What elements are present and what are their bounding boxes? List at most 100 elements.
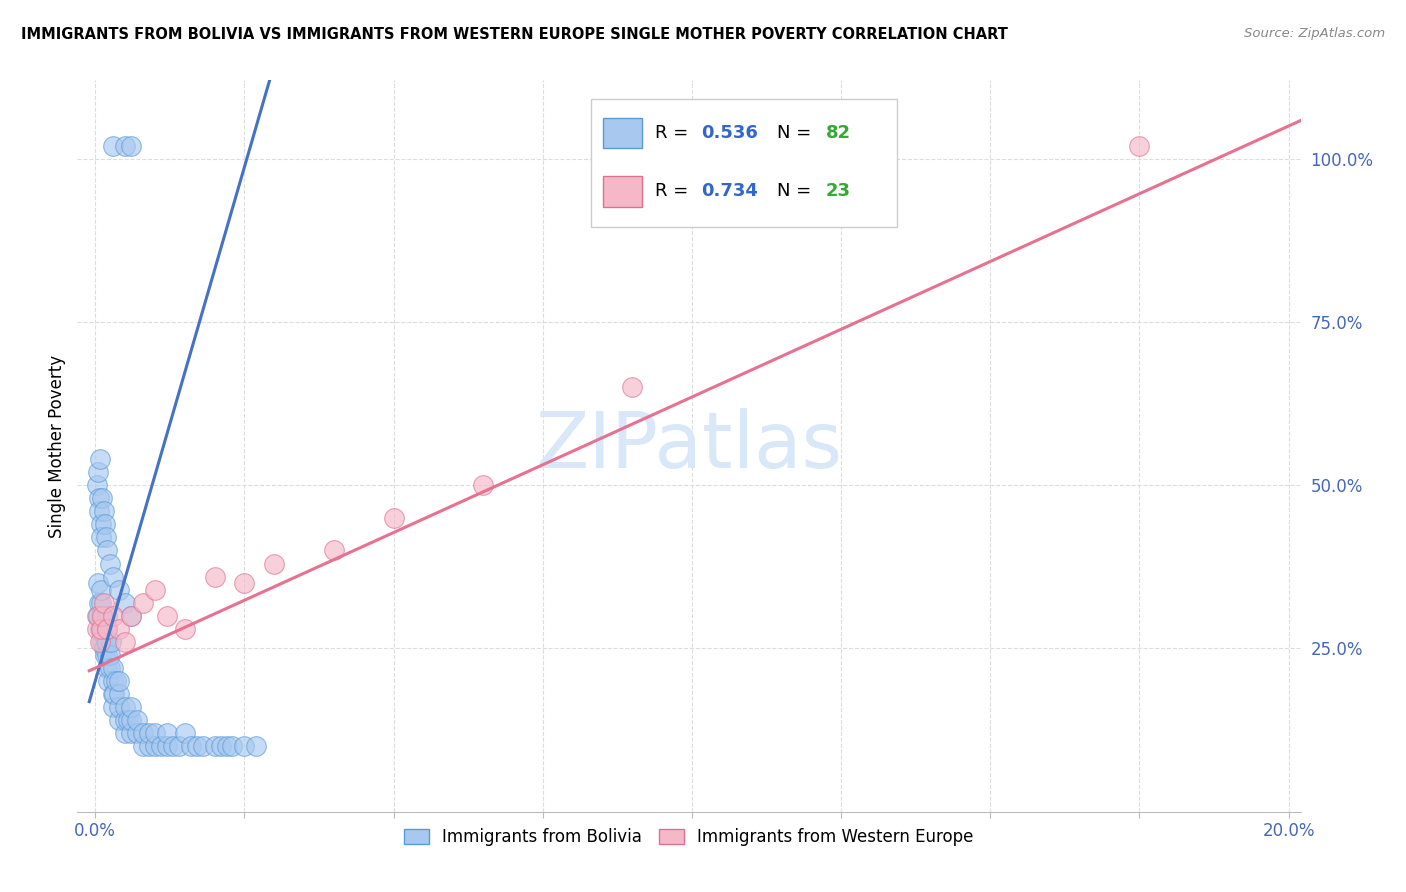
Point xyxy=(114,726,136,740)
Point xyxy=(108,714,131,728)
Point xyxy=(132,739,155,754)
Point xyxy=(90,596,112,610)
Point xyxy=(91,622,114,636)
Point xyxy=(89,622,111,636)
Point xyxy=(215,739,238,754)
Point xyxy=(93,504,115,518)
Point xyxy=(143,726,166,740)
Point xyxy=(173,726,195,740)
Point xyxy=(1128,138,1150,153)
Point xyxy=(114,138,136,153)
Point xyxy=(108,687,131,701)
Point xyxy=(103,687,125,701)
Text: N =: N = xyxy=(778,183,817,201)
Point xyxy=(96,622,118,636)
Point xyxy=(263,557,285,571)
Point xyxy=(91,491,114,506)
Point xyxy=(93,628,115,642)
Point xyxy=(138,726,160,740)
Point xyxy=(94,517,117,532)
Legend: Immigrants from Bolivia, Immigrants from Western Europe: Immigrants from Bolivia, Immigrants from… xyxy=(398,822,980,853)
Point xyxy=(101,569,124,583)
Point xyxy=(120,608,142,623)
Point xyxy=(143,582,166,597)
Point xyxy=(125,714,148,728)
Point xyxy=(621,380,644,394)
Point xyxy=(173,622,195,636)
Point xyxy=(180,739,202,754)
Point xyxy=(94,635,117,649)
Point xyxy=(221,739,243,754)
Text: R =: R = xyxy=(655,124,693,142)
Text: 23: 23 xyxy=(825,183,851,201)
Point xyxy=(120,726,142,740)
Text: IMMIGRANTS FROM BOLIVIA VS IMMIGRANTS FROM WESTERN EUROPE SINGLE MOTHER POVERTY : IMMIGRANTS FROM BOLIVIA VS IMMIGRANTS FR… xyxy=(21,27,1008,42)
Point xyxy=(96,608,118,623)
Point xyxy=(132,726,155,740)
Point xyxy=(233,739,256,754)
Point xyxy=(94,530,117,544)
Point xyxy=(156,608,179,623)
Point xyxy=(96,543,118,558)
Point xyxy=(87,491,110,506)
Text: N =: N = xyxy=(778,124,817,142)
Point xyxy=(91,608,114,623)
Point xyxy=(96,661,118,675)
Text: ZIPatlas: ZIPatlas xyxy=(536,408,842,484)
Y-axis label: Single Mother Poverty: Single Mother Poverty xyxy=(48,354,66,538)
Point xyxy=(114,635,136,649)
Point xyxy=(86,622,108,636)
Point xyxy=(167,739,190,754)
Point xyxy=(120,714,142,728)
Point xyxy=(87,608,110,623)
Text: 0.734: 0.734 xyxy=(702,183,758,201)
Text: 82: 82 xyxy=(825,124,851,142)
Point xyxy=(156,726,179,740)
Point xyxy=(97,674,120,689)
Point xyxy=(101,700,124,714)
Point xyxy=(191,739,214,754)
Point xyxy=(245,739,267,754)
Point xyxy=(322,543,344,558)
Point xyxy=(114,700,136,714)
Point xyxy=(93,596,115,610)
Point xyxy=(125,726,148,740)
Point xyxy=(108,582,131,597)
Point xyxy=(162,739,184,754)
Point xyxy=(101,608,124,623)
Point xyxy=(87,465,110,479)
Point xyxy=(87,596,110,610)
Point xyxy=(143,739,166,754)
Point xyxy=(114,714,136,728)
Point xyxy=(138,739,160,754)
Point xyxy=(91,635,114,649)
Point xyxy=(101,687,124,701)
Point xyxy=(90,517,112,532)
Point xyxy=(209,739,232,754)
Point xyxy=(108,622,131,636)
Point xyxy=(87,576,110,591)
Text: Source: ZipAtlas.com: Source: ZipAtlas.com xyxy=(1244,27,1385,40)
Point xyxy=(108,700,131,714)
FancyBboxPatch shape xyxy=(603,118,643,148)
Point xyxy=(90,530,112,544)
Point xyxy=(204,739,226,754)
Point xyxy=(101,661,124,675)
Point xyxy=(89,452,111,467)
Point xyxy=(90,608,112,623)
Point xyxy=(96,635,118,649)
Point xyxy=(98,661,121,675)
Point xyxy=(149,739,172,754)
Point xyxy=(114,596,136,610)
Point xyxy=(86,608,108,623)
Text: 0.536: 0.536 xyxy=(702,124,758,142)
Point xyxy=(382,511,405,525)
Point xyxy=(94,648,117,662)
Point xyxy=(90,622,112,636)
Point xyxy=(120,700,142,714)
Point xyxy=(100,635,122,649)
Point xyxy=(472,478,495,492)
Point xyxy=(98,557,121,571)
Point xyxy=(90,622,112,636)
Point xyxy=(86,478,108,492)
